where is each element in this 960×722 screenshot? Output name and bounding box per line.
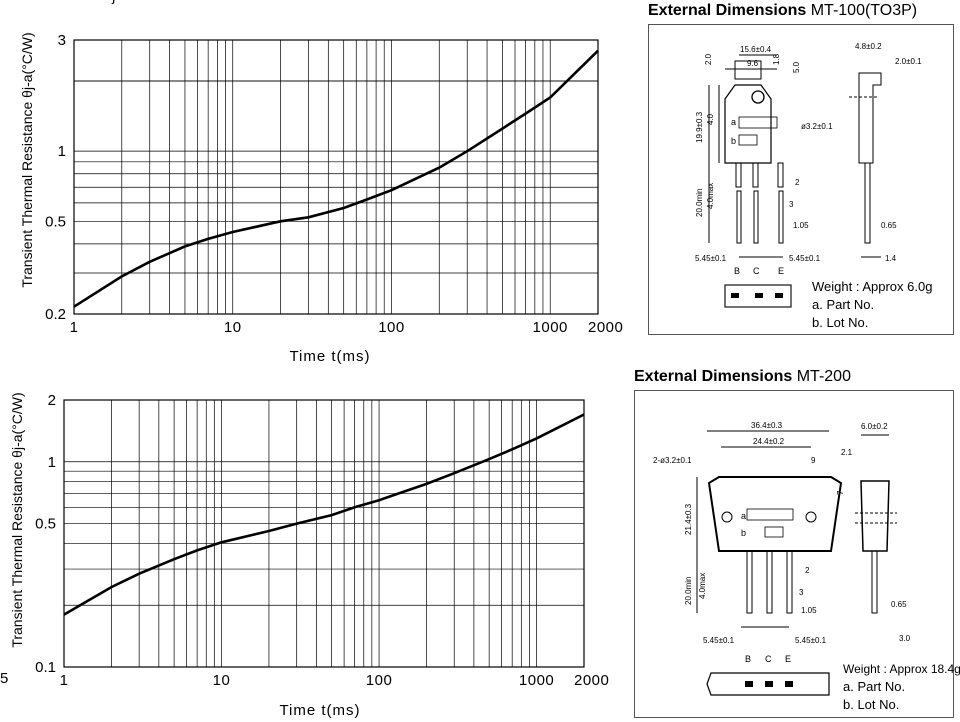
p2-dim-p3: 3 — [799, 588, 804, 597]
chart-2-ytick: 1 — [48, 454, 56, 471]
p1-weight: Weight : Approx 6.0g — [812, 279, 933, 294]
chart-1-xtick: 2000 — [588, 319, 623, 336]
p2-dim-holes: 2-ø3.2±0.1 — [653, 456, 692, 465]
p2-lot: b. Lot No. — [843, 697, 900, 712]
p1-pin-e: E — [778, 266, 784, 276]
p1-lot: b. Lot No. — [812, 315, 869, 330]
p1-dim-pitch-r: 5.45±0.1 — [789, 254, 821, 263]
p2-side-b: 3.0 — [899, 634, 911, 643]
chart-2-x-ticks: 1 10 100 1000 2000 — [60, 672, 609, 689]
chart-1-ytick: 0.2 — [45, 306, 66, 323]
p1-dim-pitch-l: 5.45±0.1 — [695, 254, 727, 263]
p1-dim-p3: 3 — [789, 200, 794, 209]
panel-2-title: External Dimensions MT-200 — [634, 368, 851, 386]
p2-dim-w: 36.4±0.3 — [751, 421, 783, 430]
chart-2-xtick: 2000 — [574, 672, 609, 689]
panel-2-title-bold: External Dimensions — [634, 368, 793, 385]
p1-dim-hole: ø3.2±0.1 — [801, 122, 833, 131]
chart-2-ytick: 2 — [48, 392, 56, 409]
chart-1-ytick: 1 — [58, 143, 66, 160]
edge-fragment: 5 — [0, 670, 8, 687]
panel-1-title-rest: MT-100(TO3P) — [806, 2, 918, 19]
p1-dim-h: 19.9±0.3 — [695, 111, 704, 143]
chart-1-series-line — [73, 49, 599, 308]
p1-dim-pw: 1.05 — [793, 221, 809, 230]
chart-2-ylabel: Transient Thermal Resistance θj-a(°C/W) — [9, 392, 25, 647]
p1-dim-50: 5.0 — [792, 61, 801, 73]
p1-part: a. Part No. — [812, 297, 875, 312]
p1-side-t: 2.0±0.1 — [895, 57, 922, 66]
p2-side-t: 2.1 — [841, 448, 853, 457]
p2-pin-c: C — [765, 654, 772, 664]
panel-2: a b 36.4±0.3 24.4±0.2 2-ø3.2±0.1 9 7 21.… — [634, 390, 960, 718]
chart-1-frame — [73, 39, 599, 315]
p2-mark-a: a — [741, 511, 746, 521]
p1-dim-top: 2.0 — [704, 53, 713, 65]
p2-pin-b: B — [745, 654, 751, 664]
chart-1-xtick: 100 — [378, 319, 405, 336]
panel-1-drawing: a b 15.6±0.4 9.6 2.0 1.8 5.0 ø3.2±0.1 19… — [695, 42, 922, 308]
p1-side-w: 4.8±0.2 — [855, 42, 882, 51]
p2-dim-lead: 20.0min — [684, 577, 693, 605]
p1-dim-tab: 9.6 — [747, 59, 759, 68]
p2-dim-h: 21.4±0.3 — [684, 503, 693, 535]
p2-mark-b: b — [741, 528, 746, 538]
p2-dim-p2: 2 — [805, 566, 810, 575]
chart-2: 0.1 0.5 1 2 1 10 100 1000 2000 Time t(ms) Trans… — [0, 392, 609, 719]
p2-dim-pitch-l: 5.45±0.1 — [703, 636, 735, 645]
p1-dim-w: 15.6±0.4 — [740, 45, 772, 54]
p1-dim-p2: 2 — [795, 178, 800, 187]
panel-1: a b 15.6±0.4 9.6 2.0 1.8 5.0 ø3.2±0.1 19… — [648, 24, 954, 335]
chart-1-xtick: 1 — [70, 319, 79, 336]
chart-2-xlabel: Time t(ms) — [279, 702, 360, 719]
chart-1-x-ticks: 1 10 100 1000 2000 — [70, 319, 623, 336]
chart-1-xtick: 1000 — [533, 319, 568, 336]
chart-2-grid — [64, 400, 584, 667]
chart-2-xtick: 10 — [213, 672, 231, 689]
p2-pin-e: E — [785, 654, 791, 664]
p2-dim-pitch-r: 5.45±0.1 — [795, 636, 827, 645]
p2-side-w: 6.0±0.2 — [861, 422, 888, 431]
p1-dim-h40: 4.0 — [706, 113, 715, 125]
chart-2-xtick: 1 — [60, 672, 69, 689]
chart-2-ytick: 0.1 — [35, 659, 56, 676]
p2-part: a. Part No. — [843, 679, 906, 694]
panel-2-title-rest: MT-200 — [792, 368, 851, 385]
panel-2-drawing: a b 36.4±0.3 24.4±0.2 2-ø3.2±0.1 9 7 21.… — [653, 421, 911, 696]
chart-2-xtick: 1000 — [519, 672, 554, 689]
chart-2-frame — [63, 399, 585, 668]
panel-1-title: External Dimensions MT-100(TO3P) — [648, 2, 917, 20]
p2-dim-pw: 1.05 — [801, 606, 817, 615]
p1-mark-b: b — [731, 136, 736, 146]
chart-2-series-line — [63, 413, 585, 616]
chart-1-ylabel: Transient Thermal Resistance θj-a(°C/W) — [19, 32, 35, 287]
p1-dim-lead: 20.0min — [695, 189, 704, 217]
chart-1-y-ticks: 0.2 0.5 1 3 — [45, 32, 66, 323]
p1-dim-18: 1.8 — [772, 53, 781, 65]
chart-1-grid — [74, 40, 598, 314]
chart-1-label-cut: j — [112, 0, 115, 5]
chart-1-xlabel: Time t(ms) — [289, 348, 370, 365]
p1-pin-b: B — [734, 266, 740, 276]
p1-pin-c: C — [753, 266, 760, 276]
chart-1-ytick: 3 — [58, 32, 66, 49]
chart-1-ytick: 0.5 — [45, 213, 66, 230]
chart-1-xtick: 10 — [224, 319, 242, 336]
chart-2-ytick: 0.5 — [35, 516, 56, 533]
chart-2-y-ticks: 0.1 0.5 1 2 — [35, 392, 56, 676]
panel-1-title-bold: External Dimensions — [648, 2, 807, 19]
p2-side-l: 0.65 — [891, 600, 907, 609]
p2-dim-w2: 24.4±0.2 — [753, 437, 785, 446]
p1-side-l: 0.65 — [881, 221, 897, 230]
chart-2-xtick: 100 — [366, 672, 393, 689]
p2-weight: Weight : Approx 18.4g — [843, 662, 960, 676]
p1-dim-lead40: 4.0max — [706, 183, 715, 209]
p2-dim-9: 9 — [811, 456, 816, 465]
chart-1: 0.2 0.5 1 3 1 10 100 1000 2000 Time t(ms) Trans… — [19, 32, 623, 365]
p1-side-b: 1.4 — [885, 254, 897, 263]
p2-dim-7: 7 — [836, 490, 845, 495]
p1-mark-a: a — [731, 117, 736, 127]
p2-dim-lead40: 4.0max — [698, 573, 707, 599]
